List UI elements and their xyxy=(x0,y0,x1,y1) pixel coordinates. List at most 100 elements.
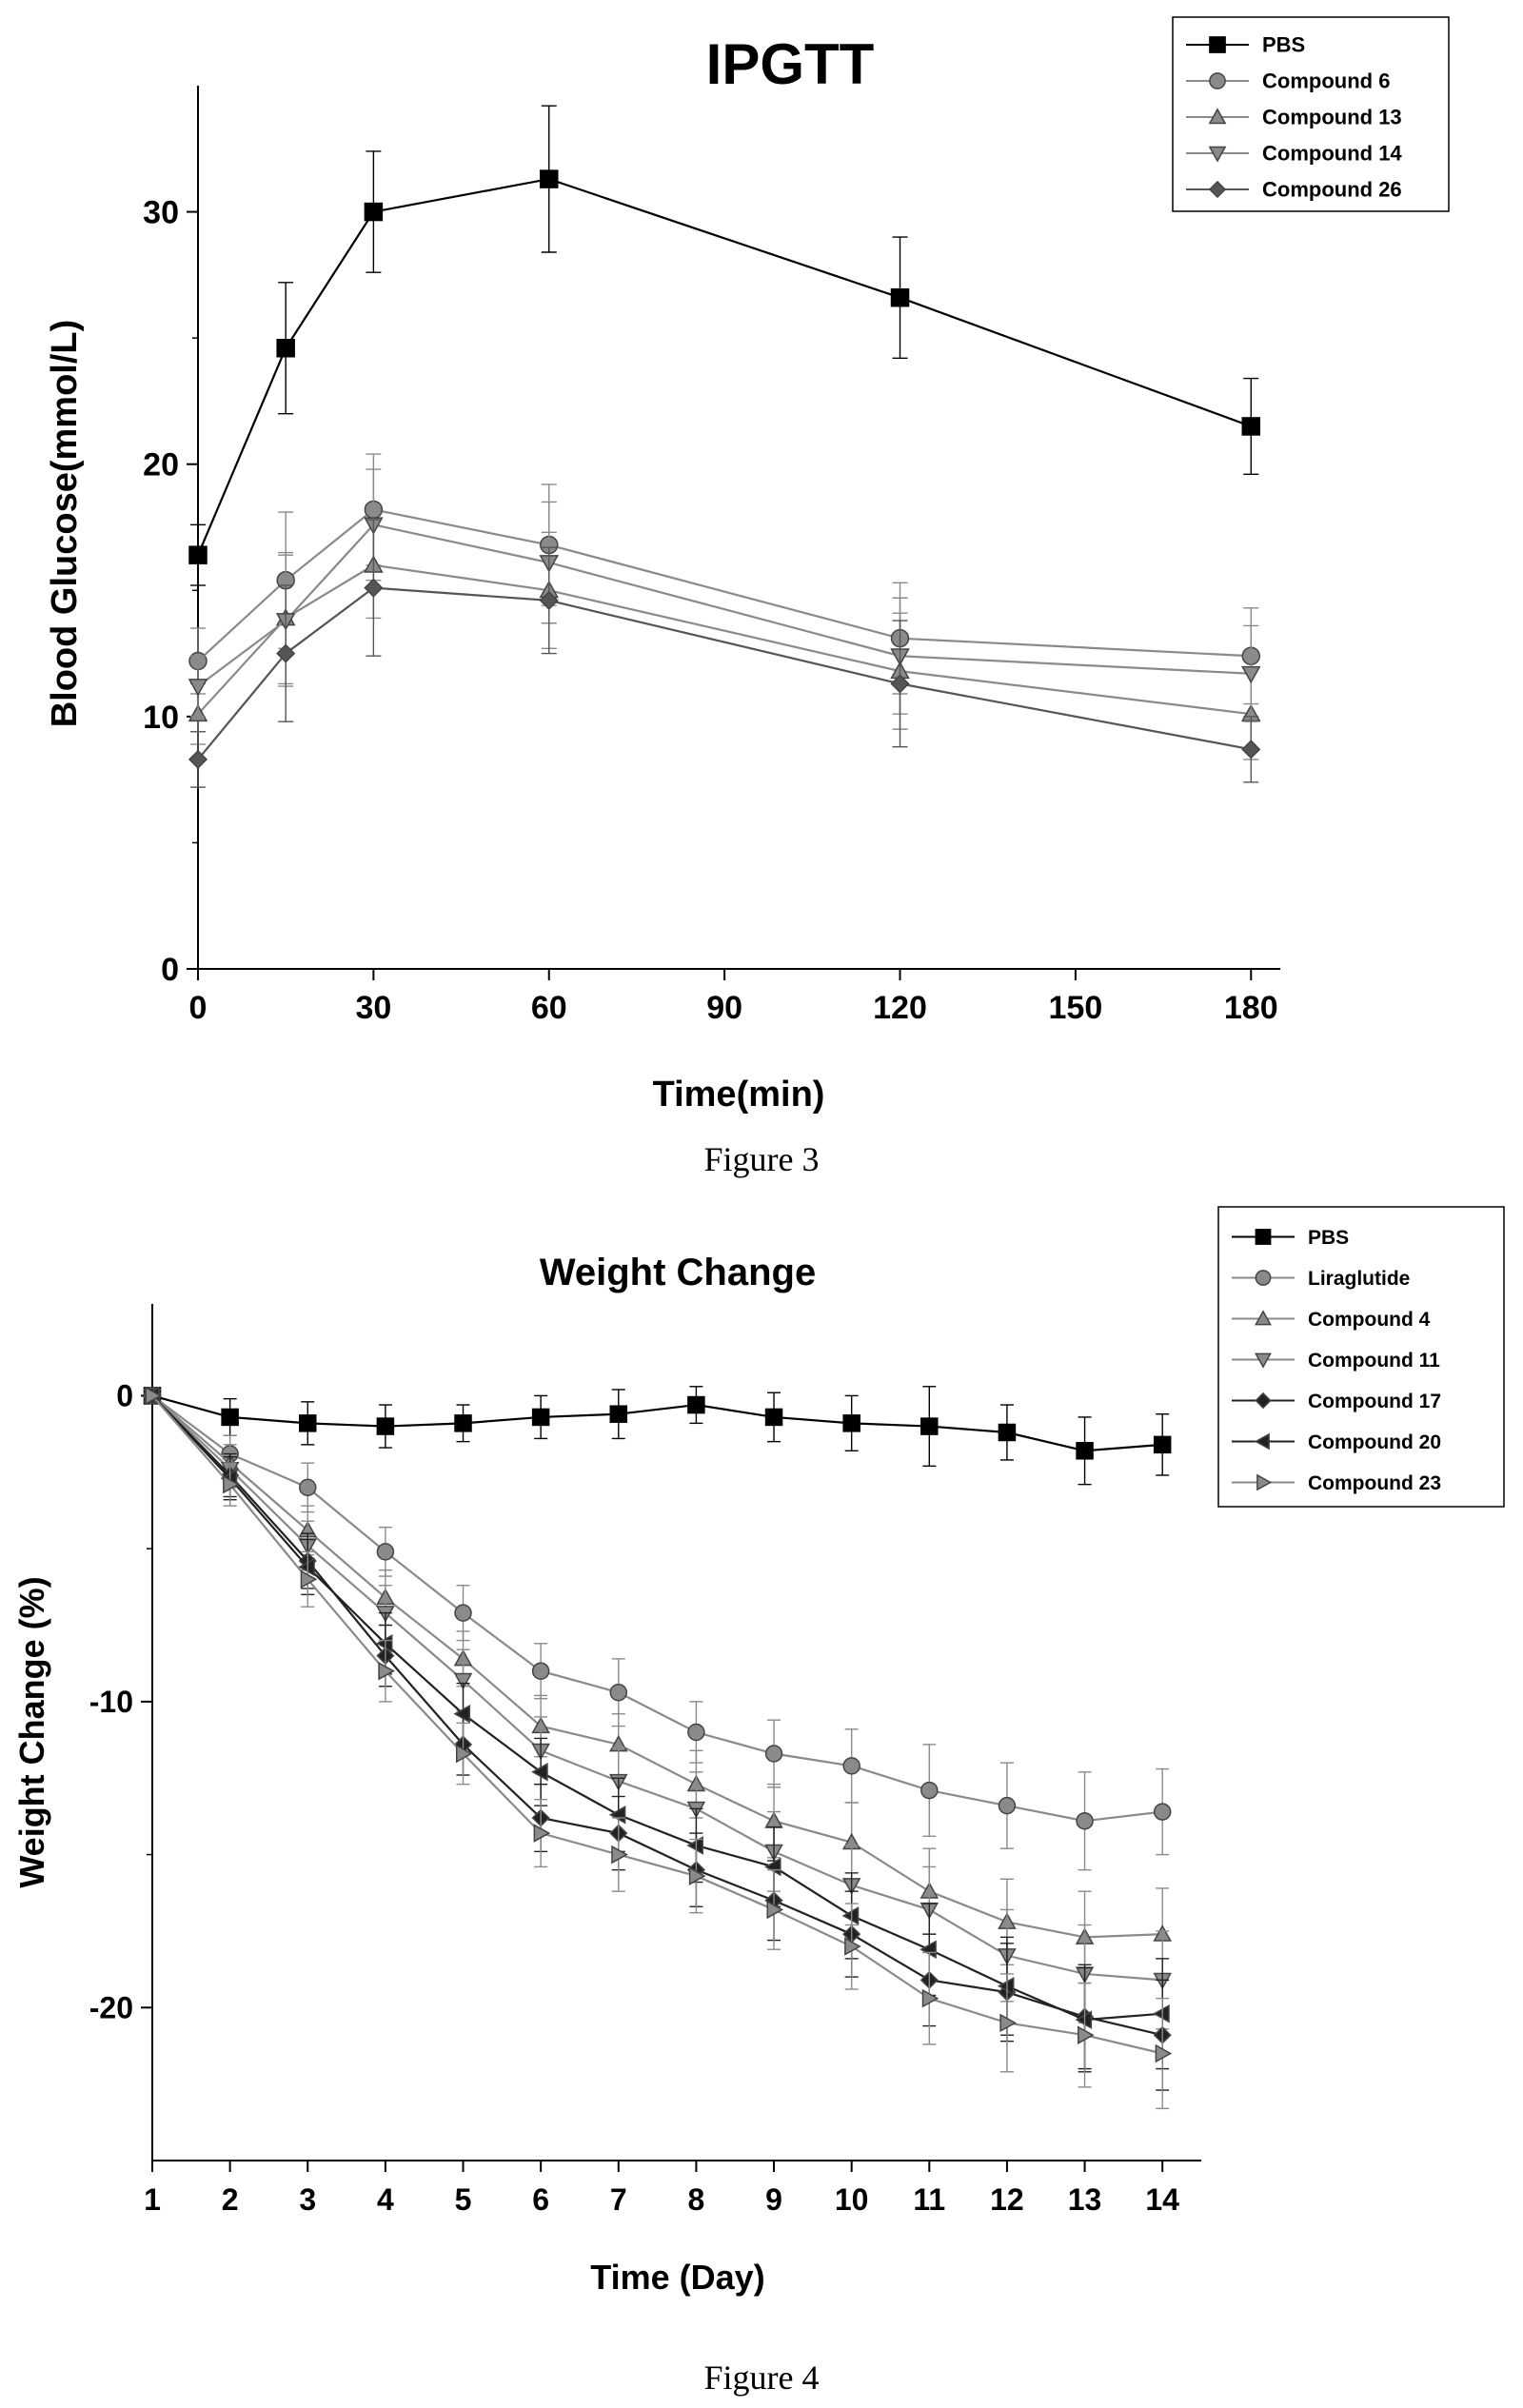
data-point xyxy=(276,643,296,663)
data-point xyxy=(1076,1442,1094,1460)
data-point xyxy=(298,1557,315,1577)
series-compound-4 xyxy=(143,1386,1172,1984)
data-point xyxy=(299,1414,317,1432)
legend-label: Compound 4 xyxy=(1308,1309,1431,1331)
series-pbs xyxy=(143,1386,1172,1486)
x-tick-label: 9 xyxy=(765,2182,782,2217)
series-line xyxy=(151,1394,1163,2055)
data-point xyxy=(1076,1811,1094,1830)
legend-label: Compound 13 xyxy=(1262,106,1402,129)
series-line xyxy=(151,1394,1163,1823)
x-tick-label: 30 xyxy=(355,990,391,1026)
figure-4-caption: Figure 4 xyxy=(704,2359,820,2397)
series-line xyxy=(197,523,1252,687)
x-tick-label: 12 xyxy=(990,2182,1024,2217)
x-tick-label: 90 xyxy=(706,990,742,1026)
legend-label: Liraglutide xyxy=(1308,1268,1410,1290)
x-tick-label: 11 xyxy=(913,2182,945,2217)
data-point xyxy=(223,1474,240,1494)
legend-marker xyxy=(1254,1432,1270,1451)
legend-marker xyxy=(1208,108,1227,125)
data-point xyxy=(364,578,384,598)
x-tick-label: 5 xyxy=(455,2182,472,2217)
figure-3-caption: Figure 3 xyxy=(704,1140,820,1178)
data-point xyxy=(998,1423,1017,1442)
legend-label: Compound 11 xyxy=(1308,1350,1440,1372)
data-point xyxy=(1078,2025,1095,2044)
x-tick-label: 3 xyxy=(299,2182,316,2217)
series-line xyxy=(151,1394,1163,2037)
data-point xyxy=(1155,2043,1173,2063)
ipgtt-chart: IPGTT 0 30 60 90 120 150 180 0 10 20 30 Time(min) Blo… xyxy=(45,16,1450,1115)
y-axis-label: Blood Glucose(mmol/L) xyxy=(45,320,85,728)
data-point xyxy=(540,169,559,188)
data-point xyxy=(1241,417,1261,436)
data-point xyxy=(687,1395,705,1414)
data-point xyxy=(531,1763,548,1782)
y-tick-label: 0 xyxy=(161,952,179,988)
y-tick-label: 0 xyxy=(116,1379,133,1413)
data-point xyxy=(145,1386,163,1406)
data-point xyxy=(539,590,559,610)
legend: PBS Compound 6 Compound 13 Compound 14 Compo… xyxy=(1172,16,1450,212)
data-point xyxy=(454,1414,472,1432)
data-point xyxy=(188,749,208,769)
legend-label: PBS xyxy=(1308,1227,1349,1249)
data-point xyxy=(1153,1435,1172,1454)
data-point xyxy=(1241,740,1261,760)
y-tick-label: 20 xyxy=(143,447,179,484)
data-point xyxy=(609,1683,628,1702)
series-compound-17 xyxy=(143,1386,1172,2091)
data-point xyxy=(997,1977,1015,1996)
legend-label: PBS xyxy=(1262,33,1305,57)
data-point xyxy=(890,674,910,694)
data-point xyxy=(188,545,208,564)
x-tick-label: 6 xyxy=(532,2182,549,2217)
legend-marker xyxy=(1208,146,1227,163)
data-point xyxy=(299,1478,317,1497)
legend-marker xyxy=(1255,1270,1272,1286)
series-line xyxy=(151,1394,1163,1982)
series-line xyxy=(196,177,1252,556)
series-line xyxy=(197,563,1252,716)
y-tick-label: 30 xyxy=(143,194,179,230)
data-point xyxy=(611,1845,628,1865)
series-pbs xyxy=(188,105,1261,586)
x-axis-label: Time (Day) xyxy=(590,2258,764,2297)
legend-label: Compound 20 xyxy=(1308,1431,1441,1453)
data-point xyxy=(376,1543,395,1561)
legend-label: Compound 6 xyxy=(1262,69,1390,93)
data-point xyxy=(188,679,208,697)
x-tick-label: 7 xyxy=(610,2182,627,2217)
chart-title: Weight Change xyxy=(540,1252,816,1293)
data-point xyxy=(1075,2010,1093,2029)
data-point xyxy=(764,1745,783,1763)
legend-label: Compound 14 xyxy=(1262,142,1402,166)
legend: PBS Liraglutide Compound 4 Compound 11 Compo… xyxy=(1217,1206,1505,1508)
series-line xyxy=(151,1394,1163,1939)
legend-marker xyxy=(1209,72,1226,89)
data-point xyxy=(999,2013,1017,2033)
data-point xyxy=(998,1796,1017,1815)
x-tick-label: 120 xyxy=(873,990,927,1026)
legend-marker xyxy=(1255,1310,1272,1326)
x-tick-label: 14 xyxy=(1145,2182,1179,2217)
series-line xyxy=(197,508,1252,662)
data-point xyxy=(1153,2003,1170,2023)
data-point xyxy=(276,338,295,358)
series-compound-11 xyxy=(143,1388,1172,2030)
y-tick-label: -10 xyxy=(89,1685,133,1719)
x-tick-label: 180 xyxy=(1224,990,1278,1026)
legend-marker xyxy=(1255,1229,1272,1245)
x-tick-label: 8 xyxy=(688,2182,705,2217)
data-point xyxy=(1153,1803,1172,1821)
data-point xyxy=(921,1988,940,2008)
data-point xyxy=(609,1405,628,1423)
series-line xyxy=(151,1394,1163,2022)
x-tick-label: 150 xyxy=(1049,990,1103,1026)
x-axis-label: Time(min) xyxy=(653,1075,825,1115)
y-axis-label: Weight Change (%) xyxy=(12,1576,51,1887)
data-point xyxy=(533,1824,551,1843)
